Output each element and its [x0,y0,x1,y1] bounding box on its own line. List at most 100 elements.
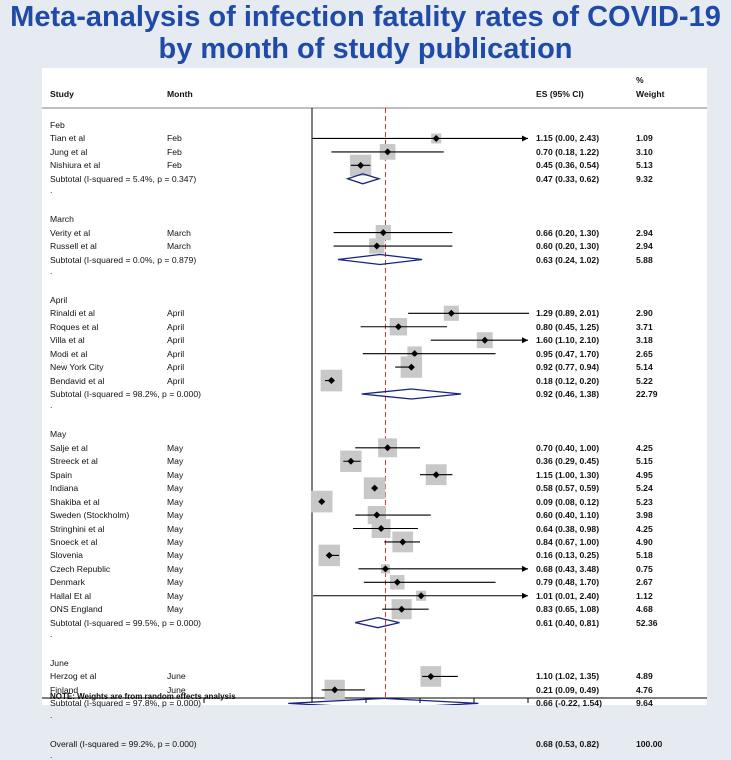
study-name: Nishiura et al [50,160,101,171]
point-estimate [371,484,379,492]
subtotal-weight: 52.36 [636,617,658,628]
subtotal-weight: 9.64 [636,698,653,709]
study-es-ci: 1.10 (1.02, 1.35) [536,671,600,682]
point-estimate [432,471,440,479]
study-month: Feb [167,160,182,171]
point-estimate [411,350,419,358]
study-name: Indiana [50,483,79,494]
study-weight: 2.65 [636,348,653,359]
point-estimate [325,551,333,559]
study-es-ci: 0.09 (0.08, 0.12) [536,496,600,507]
subtotal-diamond [361,388,462,400]
subtotal-label: Subtotal (I-squared = 0.0%, p = 0.879) [50,254,197,265]
study-es-ci: 0.92 (0.77, 0.94) [536,362,600,373]
study-name: Snoeck et al [50,536,98,547]
study-month: April [167,375,185,386]
overall-weight: 100.00 [636,738,663,749]
point-estimate [347,457,355,465]
study-weight: 4.25 [636,523,653,534]
forest-plot-panel: Study Month ES (95% CI) % Weight Feb Tian… [42,68,707,760]
study-weight: 2.90 [636,308,653,319]
study-weight: 4.95 [636,469,653,480]
ci-arrow [522,337,528,344]
study-name: Czech Republic [50,563,111,574]
study-es-ci: 0.66 (0.20, 1.30) [536,227,600,238]
group-label: April [50,294,68,305]
study-es-ci: 1.01 (0.01, 2.40) [536,590,600,601]
chart-title-line1: Meta-analysis of infection fatality rate… [10,1,721,33]
point-estimate [379,229,387,237]
study-es-ci: 1.29 (0.89, 2.01) [536,308,600,319]
study-es-ci: 0.79 (0.48, 1.70) [536,577,600,588]
subtotal-es-ci: 0.47 (0.33, 0.62) [536,173,600,184]
study-weight: 3.18 [636,335,653,346]
point-estimate [331,686,339,694]
point-estimate [373,242,381,250]
point-estimate [417,592,425,600]
study-name: Spain [50,469,72,480]
header-weight-percent: % [636,75,644,85]
study-es-ci: 0.83 (0.65, 1.08) [536,604,600,615]
subtotal-weight: 5.88 [636,254,653,265]
study-month: Feb [167,146,182,157]
study-es-ci: 0.70 (0.18, 1.22) [536,146,600,157]
point-estimate [357,161,365,169]
study-name: Shakiba et al [50,496,100,507]
study-name: Bendavid et al [50,375,105,386]
study-month: May [167,536,184,547]
group-label: May [50,429,67,440]
spacer-dot: . [50,750,53,760]
overall-label: Overall (I-squared = 99.2%, p = 0.000) [50,738,197,749]
study-month: May [167,523,184,534]
study-weight: 5.18 [636,550,653,561]
point-estimate [381,565,389,573]
header-study: Study [50,89,74,99]
study-es-ci: 0.60 (0.20, 1.30) [536,241,600,252]
study-weight: 1.09 [636,133,653,144]
study-es-ci: 0.18 (0.12, 0.20) [536,375,600,386]
study-es-ci: 0.58 (0.57, 0.59) [536,483,600,494]
spacer-dot: . [50,185,53,196]
study-weight: 5.13 [636,160,653,171]
study-month: May [167,577,184,588]
study-es-ci: 0.16 (0.13, 0.25) [536,550,600,561]
subtotal-diamond [337,253,423,266]
study-weight: 3.98 [636,510,653,521]
study-es-ci: 0.64 (0.38, 0.98) [536,523,600,534]
point-estimate [399,538,407,546]
subtotal-diamond [345,173,382,185]
study-month: May [167,442,184,453]
subtotal-label: Subtotal (I-squared = 5.4%, p = 0.347) [50,173,197,184]
study-es-ci: 0.68 (0.43, 3.48) [536,563,600,574]
study-month: May [167,563,184,574]
subtotal-label: Subtotal (I-squared = 97.8%, p = 0.000) [50,698,201,709]
study-month: April [167,335,185,346]
study-es-ci: 0.80 (0.45, 1.25) [536,321,600,332]
study-name: Verity et al [50,227,91,238]
footnote: NOTE: Weights are from random effects an… [50,692,236,701]
spacer-dot: . [50,400,53,411]
study-month: June [167,671,186,682]
subtotal-es-ci: 0.63 (0.24, 1.02) [536,254,600,265]
point-estimate [398,605,406,613]
study-month: May [167,590,184,601]
study-month: March [167,241,191,252]
study-weight: 4.25 [636,442,653,453]
chart-title-line2: by month of study publication [158,33,573,65]
study-name: Modi et al [50,348,88,359]
spacer-dot: . [50,709,53,720]
spacer-dot: . [50,629,53,640]
study-name: Slovenia [50,550,83,561]
header-month: Month [167,89,193,99]
subtotal-weight: 9.32 [636,173,653,184]
spacer-dot: . [50,265,53,276]
subtotal-es-ci: 0.66 (-0.22, 1.54) [536,698,602,709]
study-month: May [167,496,184,507]
study-weight: 4.68 [636,604,653,615]
study-es-ci: 0.45 (0.36, 0.54) [536,160,600,171]
point-estimate [407,363,415,371]
overall-es-ci: 0.68 (0.53, 0.82) [536,738,600,749]
study-month: May [167,604,184,615]
group-label: June [50,658,69,668]
study-name: Hallal Et al [50,590,92,601]
